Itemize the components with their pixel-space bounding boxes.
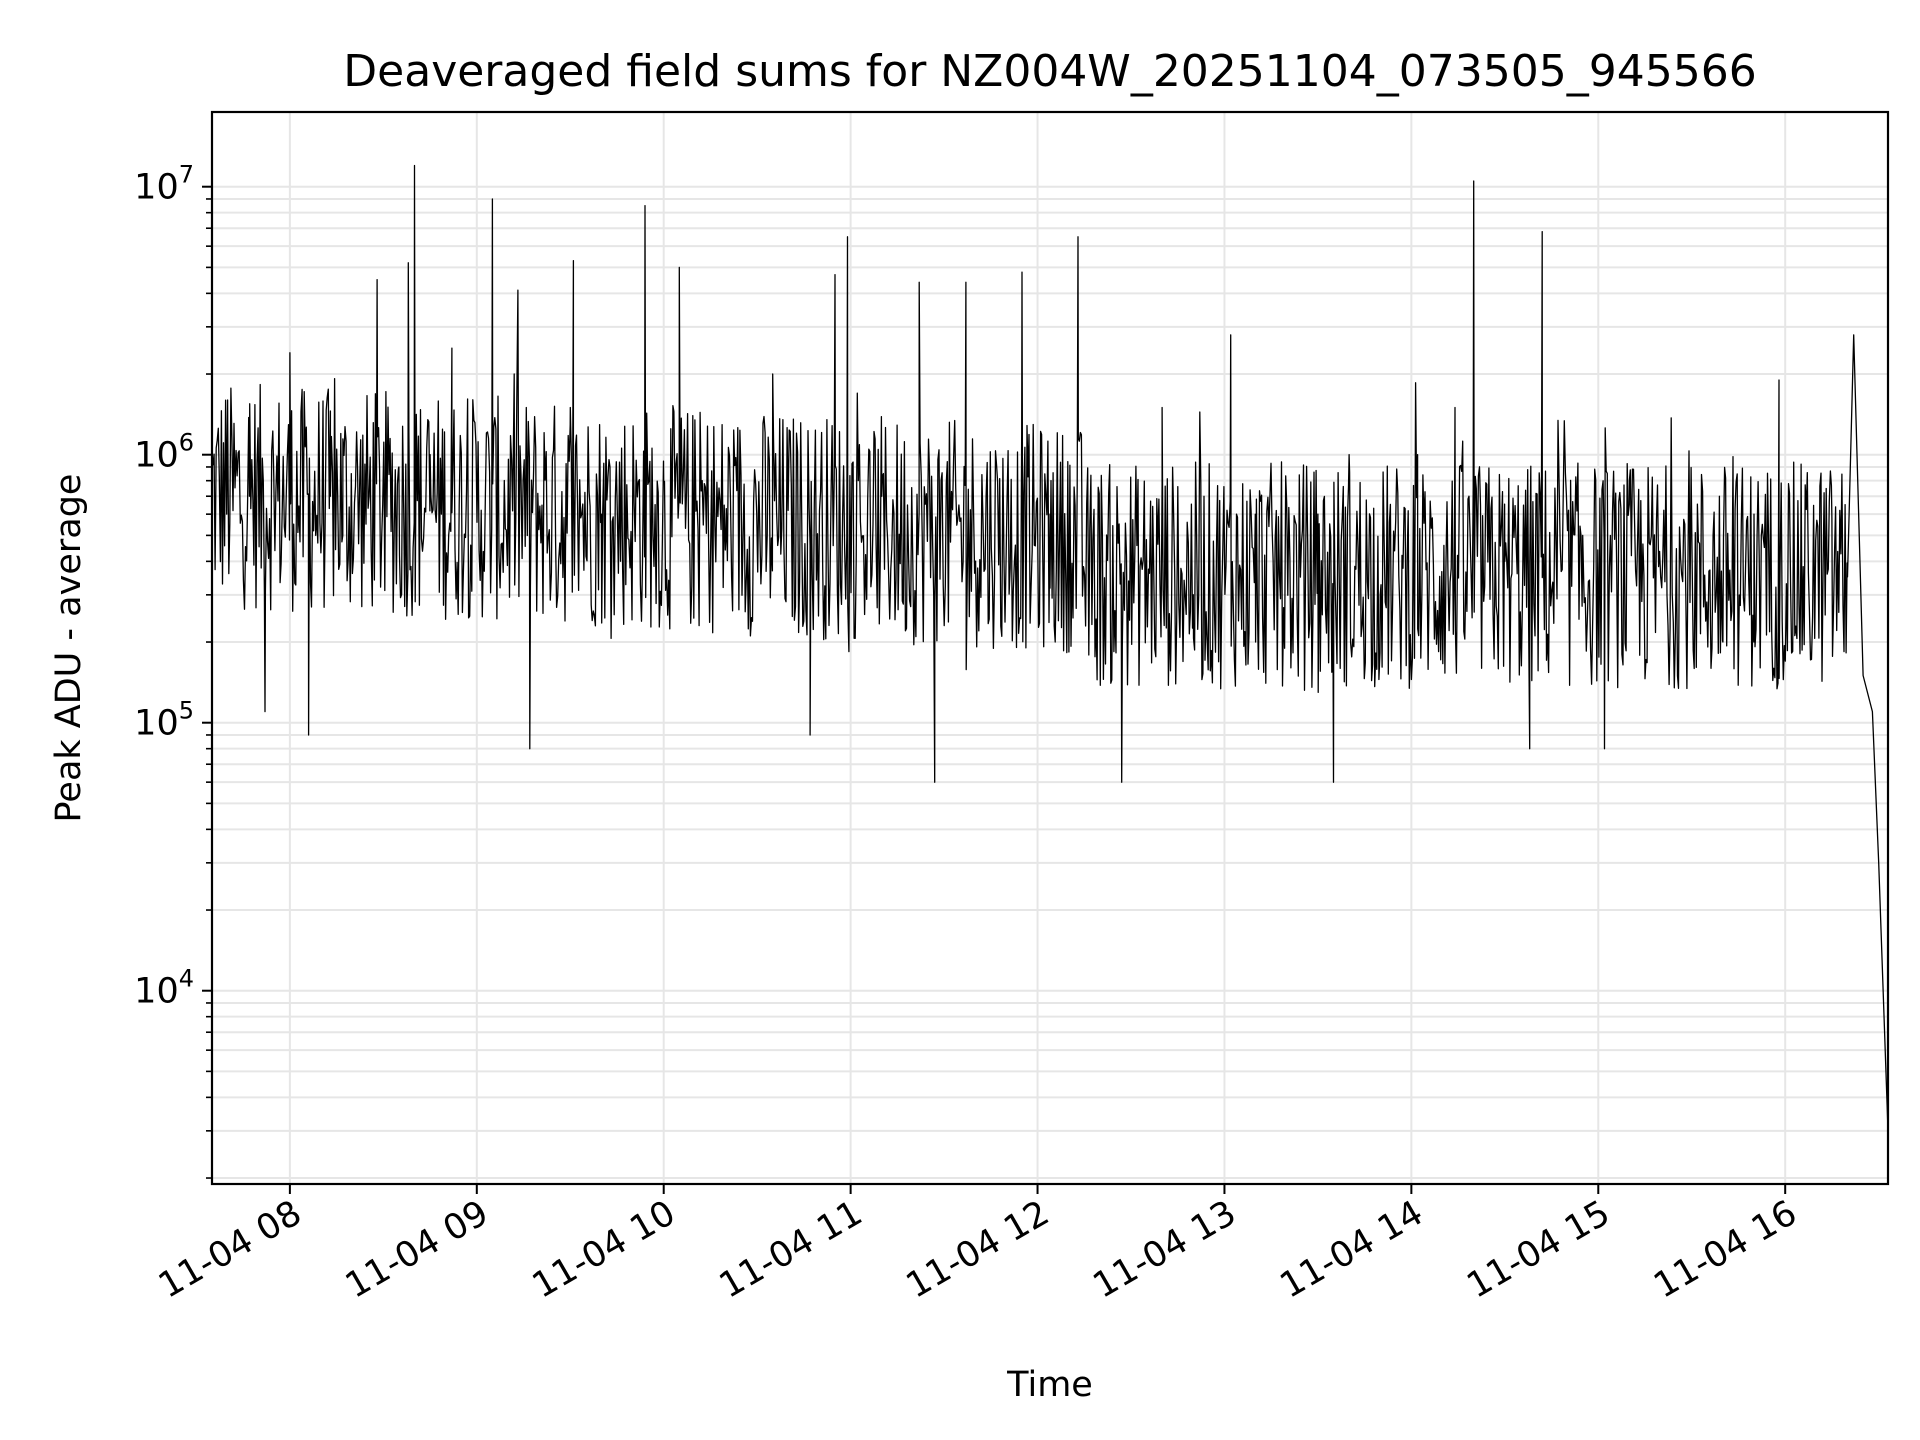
y-tick-label: 107 [134,161,194,208]
plot-frame [210,110,1890,1186]
x-axis-label: Time [1006,1365,1093,1405]
data-series [211,164,1889,1131]
series-line [211,164,1889,1131]
y-tick-label: 105 [134,697,194,744]
y-axis-ticks: 104 105 106 107 [134,161,212,1179]
chart-title: Deaveraged field sums for NZ004W_2025110… [343,46,1756,97]
y-axis-label: Peak ADU - average [49,474,89,823]
y-tick-label: 104 [134,965,194,1012]
y-tick-label: 106 [134,429,194,476]
